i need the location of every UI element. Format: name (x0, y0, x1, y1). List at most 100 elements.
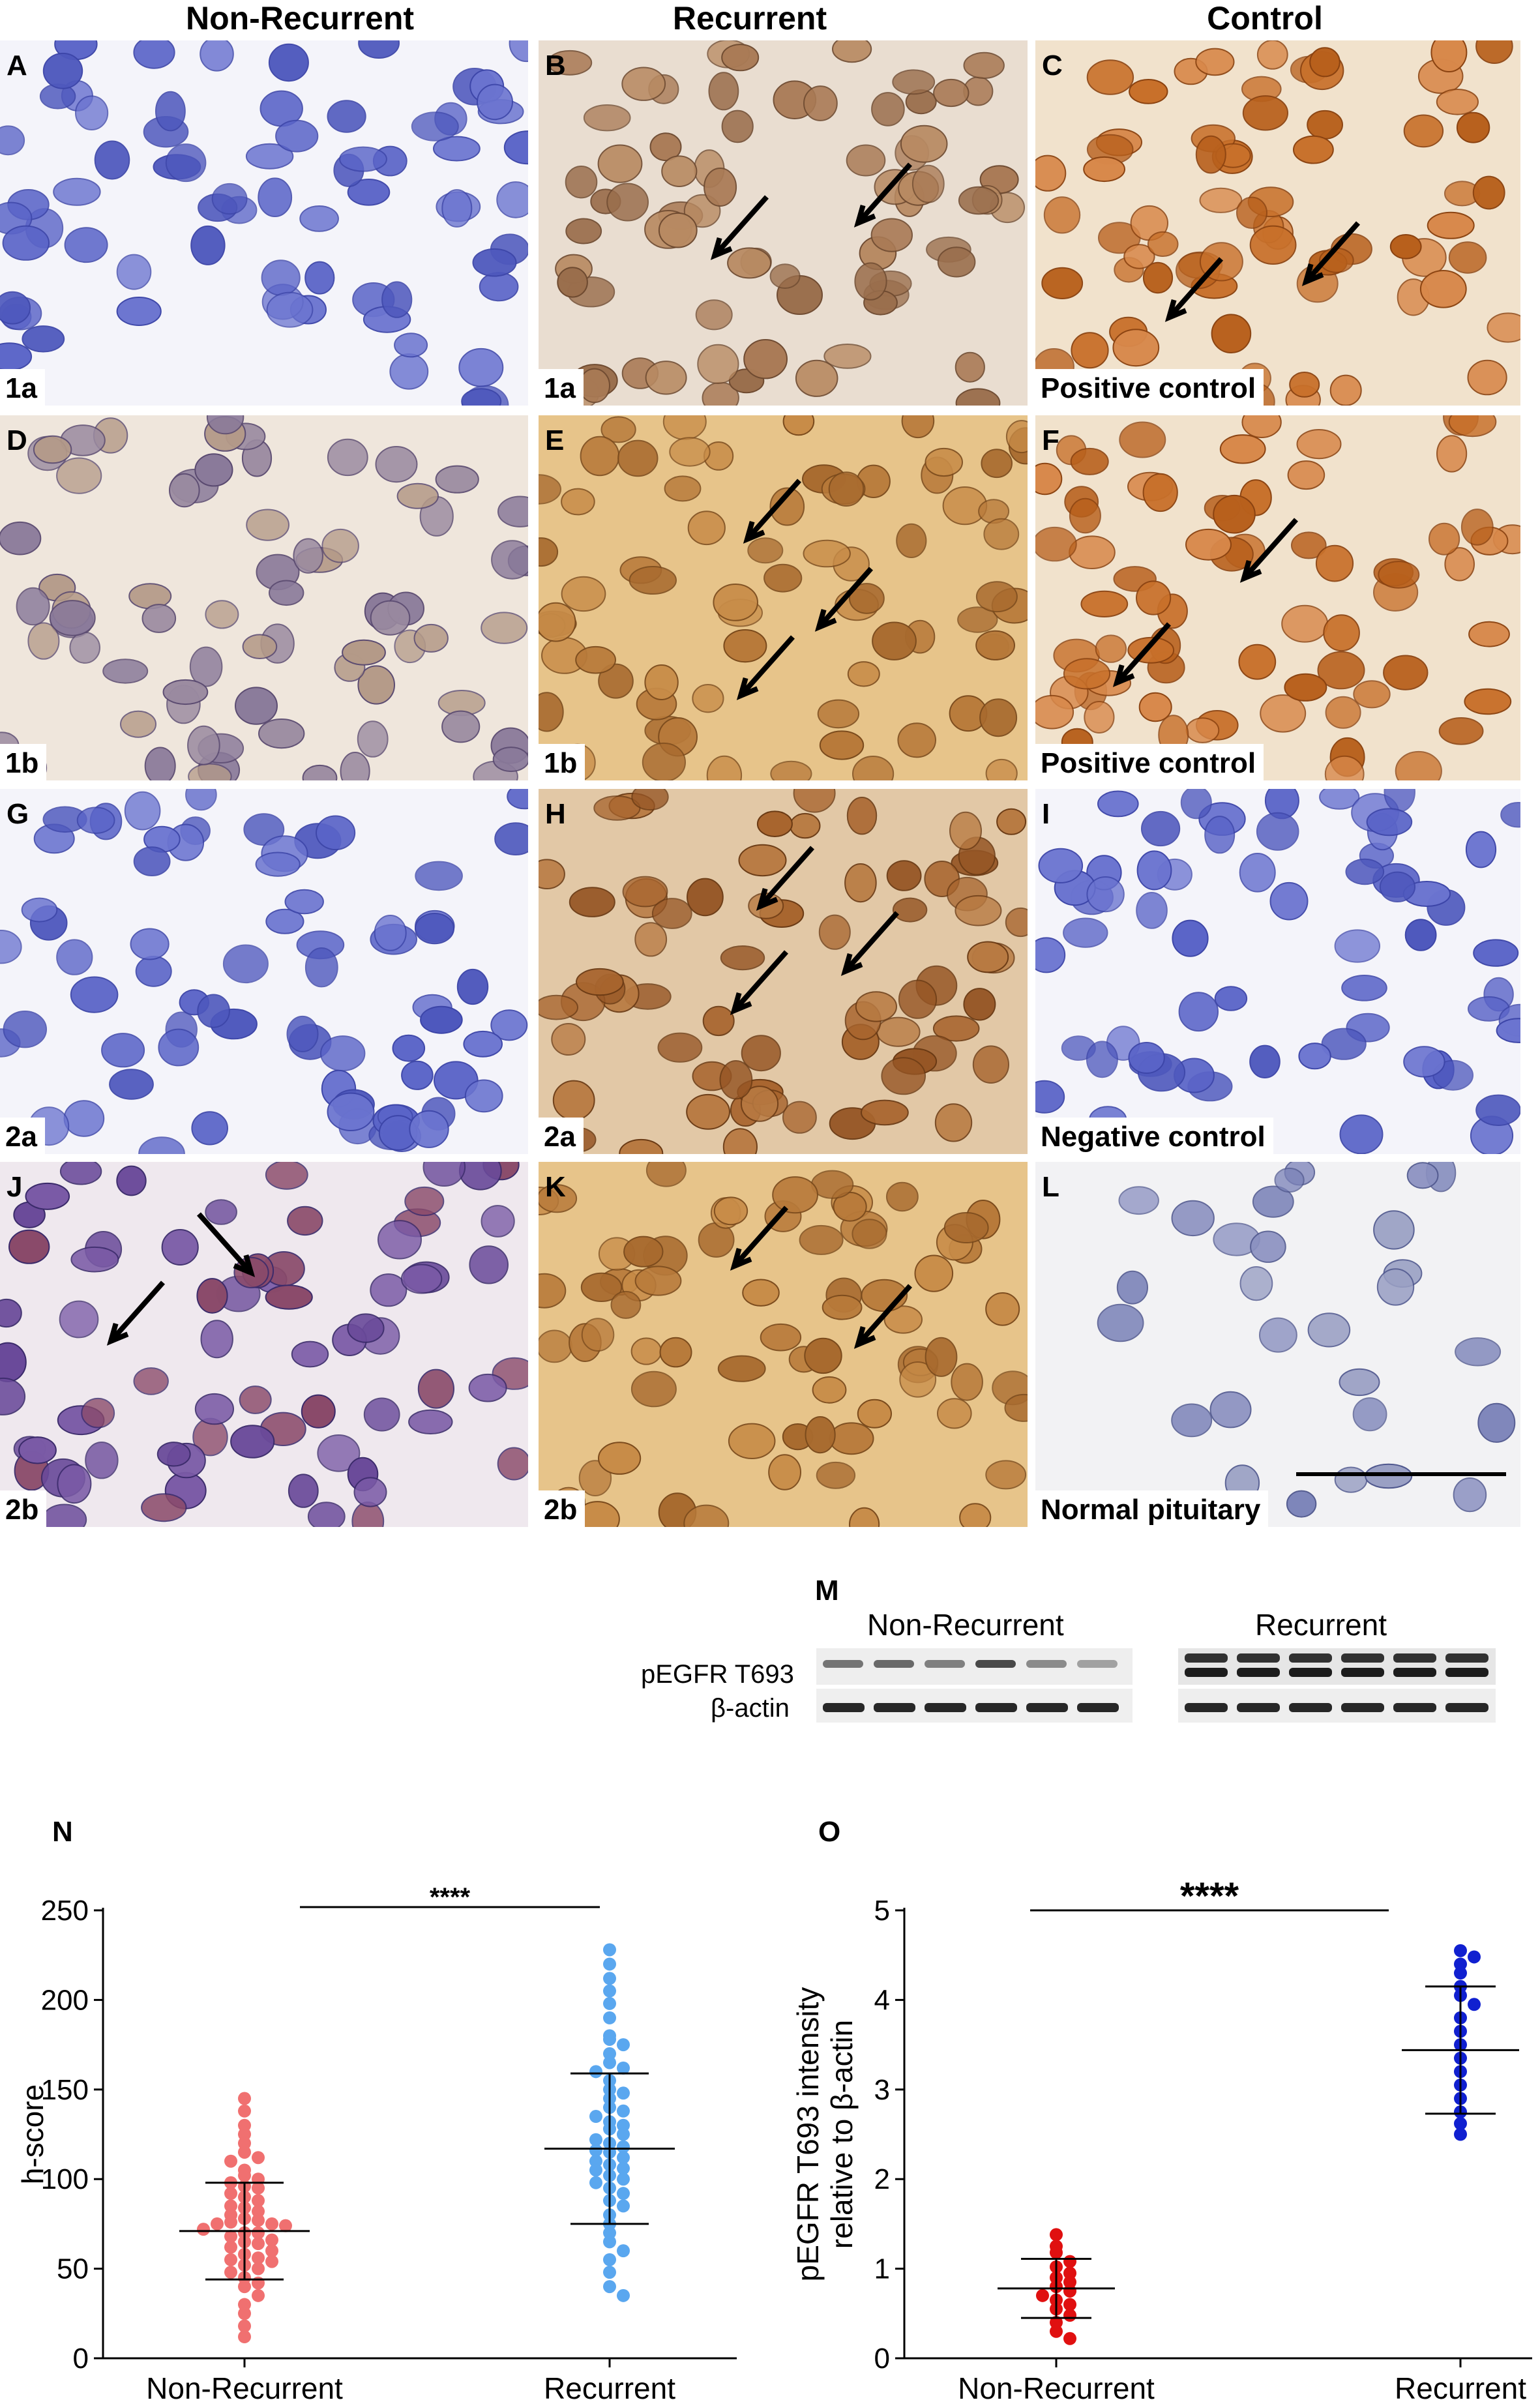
blot-band (1393, 1653, 1436, 1663)
data-point (238, 2330, 251, 2344)
y-axis-label: h-score (16, 2084, 50, 2184)
data-point (197, 2223, 210, 2236)
significance-stars: **** (1180, 1875, 1239, 1918)
data-point (252, 2214, 265, 2227)
scale-bar (1296, 1472, 1506, 1476)
blot-band (1237, 1668, 1280, 1677)
micrograph-panel-g: G 2a (0, 789, 528, 1154)
data-point (1454, 2127, 1467, 2141)
panel-sublabel-f: Positive control (1035, 744, 1264, 780)
data-point (589, 2133, 602, 2146)
micrograph-panel-j: J 2b (0, 1162, 528, 1527)
data-point (265, 2244, 278, 2258)
data-point (617, 2289, 630, 2302)
blot-band (1445, 1653, 1488, 1663)
data-point (1050, 2228, 1063, 2242)
blot-band (1237, 1703, 1280, 1712)
y-tick-label: 200 (41, 1984, 89, 2016)
data-point (1063, 2284, 1076, 2298)
blot-band (975, 1703, 1017, 1712)
panel-label-b: B (545, 50, 566, 81)
data-point (603, 1972, 616, 1985)
blot-band (1445, 1668, 1488, 1677)
panel-sublabel-h: 2a (539, 1118, 584, 1154)
micrograph-panel-e: E 1b (539, 415, 1028, 780)
data-point (589, 2176, 602, 2189)
data-point (589, 2144, 602, 2157)
data-point (252, 2226, 265, 2240)
x-tick-label: Recurrent (1395, 2371, 1526, 2400)
data-point (617, 2086, 630, 2100)
arrow-indicator (756, 846, 814, 911)
data-point (617, 2140, 630, 2154)
data-point (603, 2235, 616, 2249)
data-point (1063, 2332, 1076, 2345)
data-point (617, 2061, 630, 2075)
data-point (224, 2154, 237, 2168)
panel-label-o: O (818, 1816, 841, 1848)
panel-sublabel-a: 1a (0, 369, 45, 406)
data-point (252, 2181, 265, 2195)
blot-row-pegfr: pEGFR T693 (641, 1660, 794, 1689)
panel-sublabel-e: 1b (539, 744, 585, 780)
blot-band (1393, 1668, 1436, 1677)
panel-label-e: E (545, 424, 565, 456)
data-point (1063, 2255, 1076, 2268)
arrow-indicator (106, 1281, 165, 1346)
data-point (1050, 2324, 1063, 2338)
arrow-indicator (814, 567, 873, 632)
panel-sublabel-g: 2a (0, 1118, 45, 1154)
data-point (265, 2233, 278, 2247)
arrow-indicator (1239, 518, 1298, 583)
panel-sublabel-k: 2b (539, 1490, 585, 1527)
data-point (252, 2204, 265, 2218)
blot-row-beta-actin: β-actin (711, 1694, 790, 1723)
blot-band (1185, 1653, 1228, 1663)
data-point (1454, 1966, 1467, 1980)
data-point (589, 2154, 602, 2168)
data-point (617, 2127, 630, 2141)
panel-sublabel-l: Normal pituitary (1035, 1490, 1269, 1527)
blot-group-recurrent: Recurrent (1255, 1608, 1387, 1642)
micrograph-panel-c: C Positive control (1035, 40, 1520, 406)
micrograph-texture (539, 415, 1028, 780)
blot-band (823, 1660, 863, 1668)
blot-band (1185, 1703, 1228, 1712)
micrograph-texture (0, 40, 528, 406)
data-point (603, 2056, 616, 2069)
data-point (603, 2253, 616, 2266)
micrograph-texture (1035, 40, 1520, 406)
data-point (265, 2255, 278, 2268)
y-axis-label-line-2: relative to β-actin (825, 2020, 859, 2249)
blot-band (1341, 1703, 1384, 1712)
arrow-indicator (1112, 622, 1171, 687)
data-point (1454, 1944, 1467, 1957)
micrograph-texture (539, 789, 1028, 1154)
data-point (617, 2151, 630, 2165)
data-point (589, 2065, 602, 2079)
micrograph-texture (0, 1162, 528, 1527)
y-tick-label: 50 (57, 2253, 89, 2285)
data-point (265, 2217, 278, 2230)
data-point (224, 2215, 237, 2229)
data-point (1063, 2275, 1076, 2289)
y-axis-label-line-1: pEGFR T693 intensity (791, 1987, 825, 2282)
data-point (224, 2266, 237, 2279)
data-point (238, 2307, 251, 2320)
data-point (1063, 2309, 1076, 2322)
panel-label-h: H (545, 798, 566, 830)
arrow-indicator (730, 950, 788, 1015)
blot-band (874, 1660, 914, 1668)
data-point (238, 2104, 251, 2118)
data-point (252, 2251, 265, 2265)
blot-band (1289, 1668, 1332, 1677)
arrow-indicator (1164, 257, 1223, 322)
micrograph-texture (539, 40, 1028, 406)
blot-band (1026, 1703, 1068, 1712)
y-tick-label: 250 (41, 1895, 89, 1927)
column-header-recurrent: Recurrent (672, 0, 827, 37)
arrow-indicator (1301, 221, 1360, 286)
data-point (617, 2172, 630, 2186)
blot-band (874, 1703, 915, 1712)
y-tick-label: 5 (874, 1895, 890, 1927)
